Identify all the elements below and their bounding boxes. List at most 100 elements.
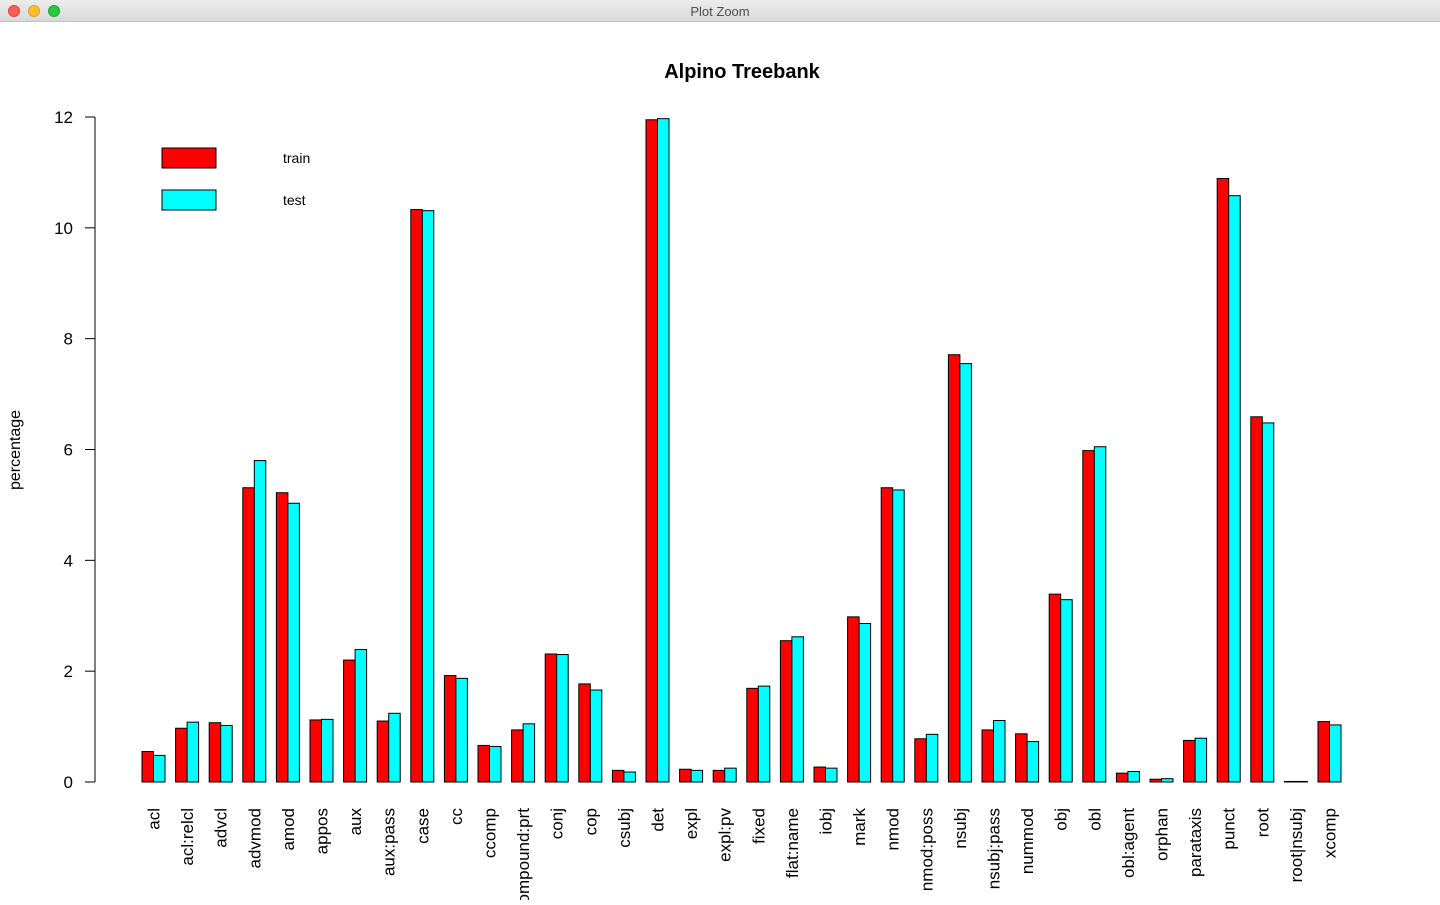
bar-train-amod [275, 492, 289, 783]
x-tick-label: csubj [615, 808, 634, 848]
bar-test-parataxis [1194, 737, 1208, 783]
x-tick-label: advcl [212, 808, 231, 848]
x-tick-label: root [1253, 808, 1272, 838]
bar-test-cc [455, 677, 468, 783]
y-tick-label: 10 [54, 219, 73, 238]
bar-test-acl-relcl [186, 721, 200, 783]
plot-area: Alpino Treebank percentage 0 2 4 6 8 10 12 acl… [0, 22, 1440, 905]
bar-test-nmod [892, 489, 905, 783]
bar-test-punct [1228, 195, 1241, 783]
bar-test-compound-prt [522, 723, 536, 783]
x-tick-label: nmod:poss [917, 808, 936, 891]
bar-train-orphan [1149, 778, 1162, 783]
bar-train-root [1250, 416, 1263, 783]
y-tick-label: 12 [54, 108, 73, 127]
bar-test-iobj [825, 767, 838, 783]
bar-train-obl-agent [1115, 772, 1129, 783]
bar-train-case [410, 209, 423, 783]
bars-group [141, 118, 1342, 783]
zoom-window-button[interactable] [48, 5, 60, 17]
x-tick-label: iobj [817, 808, 836, 834]
y-tick-label: 8 [64, 330, 73, 349]
bar-train-compound-prt [511, 729, 524, 783]
legend-swatch-train [161, 147, 217, 169]
window-title: Plot Zoom [690, 4, 750, 19]
x-tick-label: conj [548, 808, 567, 839]
legend: train test [161, 147, 310, 211]
legend-swatch-test [161, 189, 217, 211]
bar-test-case [421, 210, 435, 783]
bar-test-aux [354, 649, 368, 783]
x-tick-label: nummod [1018, 808, 1037, 874]
bar-test-mark [858, 623, 872, 783]
window-titlebar[interactable]: Plot Zoom [0, 0, 1440, 22]
x-tick-label: nmod [884, 808, 903, 851]
bar-train-aux-pass [376, 720, 390, 783]
bar-train-mark [847, 616, 860, 783]
bar-train-advmod [242, 487, 255, 783]
bar-train-nmod-poss [914, 738, 927, 783]
x-tick-label: cop [581, 808, 600, 835]
x-tick-label: appos [313, 808, 332, 854]
x-tick-label: aux:pass [380, 808, 399, 876]
bar-test-expl-pv [724, 767, 737, 783]
bar-test-nmod-poss [925, 733, 939, 783]
bar-train-nmod [880, 487, 894, 783]
bar-train-obl [1082, 450, 1095, 783]
bar-test-conj [556, 654, 569, 783]
bar-test-flat-name [791, 636, 804, 783]
x-tick-label: mark [850, 808, 869, 846]
x-tick-label: expl [682, 808, 701, 839]
x-tick-label: acl [145, 808, 164, 830]
bar-test-obj [1060, 599, 1073, 783]
x-tick-label: xcomp [1321, 808, 1340, 858]
bar-train-root-nsubj [1283, 780, 1297, 783]
x-tick-label: flat:name [783, 808, 802, 878]
bar-train-punct [1216, 178, 1230, 783]
bar-test-root-nsubj [1295, 780, 1308, 783]
x-tick-label: obj [1052, 808, 1071, 831]
x-tick-label: obl [1085, 808, 1104, 831]
bar-train-acl-relcl [175, 727, 188, 783]
x-tick-label: acl:relcl [178, 808, 197, 866]
y-tick-label: 6 [64, 441, 73, 460]
bar-test-nummod [1026, 741, 1040, 783]
x-tick-labels: acl acl:relcl advcl advmod amod appos aux aux:p… [145, 808, 1340, 905]
x-tick-label: root|nsubj [1287, 808, 1306, 882]
close-window-button[interactable] [8, 5, 20, 17]
bar-test-det [657, 118, 670, 783]
bar-test-xcomp [1329, 724, 1342, 783]
y-tick-label: 4 [64, 551, 73, 570]
x-tick-label: fixed [749, 808, 768, 844]
bar-train-expl [679, 768, 692, 783]
bar-train-fixed [746, 687, 759, 783]
bar-test-fixed [757, 685, 771, 783]
bar-train-flat-name [779, 640, 793, 783]
bar-test-ccomp [489, 746, 502, 783]
bar-train-appos [309, 719, 322, 783]
bar-test-orphan [1161, 778, 1174, 783]
x-tick-label: nsubj:pass [985, 808, 1004, 889]
bar-train-nummod [1015, 733, 1028, 783]
y-axis: 0 2 4 6 8 10 12 [54, 108, 96, 792]
bar-test-acl [153, 754, 166, 783]
legend-label-test: test [283, 192, 306, 208]
x-tick-label: expl:pv [716, 808, 735, 862]
y-tick-label: 0 [64, 773, 73, 792]
x-tick-label: advmod [245, 808, 264, 868]
x-tick-label: case [413, 808, 432, 844]
bar-train-parataxis [1183, 739, 1196, 783]
y-tick-label: 2 [64, 662, 73, 681]
bar-train-ccomp [477, 744, 490, 783]
x-tick-label: amod [279, 808, 298, 851]
bar-test-root [1261, 422, 1275, 783]
bar-test-cop [589, 689, 603, 783]
bar-train-xcomp [1317, 721, 1330, 783]
minimize-window-button[interactable] [28, 5, 40, 17]
chart-title: Alpino Treebank [664, 61, 820, 83]
bar-train-nsubj-pass [981, 729, 994, 783]
bar-test-nsubj-pass [993, 719, 1006, 783]
x-tick-label: ccomp [481, 808, 500, 858]
bar-train-iobj [813, 766, 826, 783]
